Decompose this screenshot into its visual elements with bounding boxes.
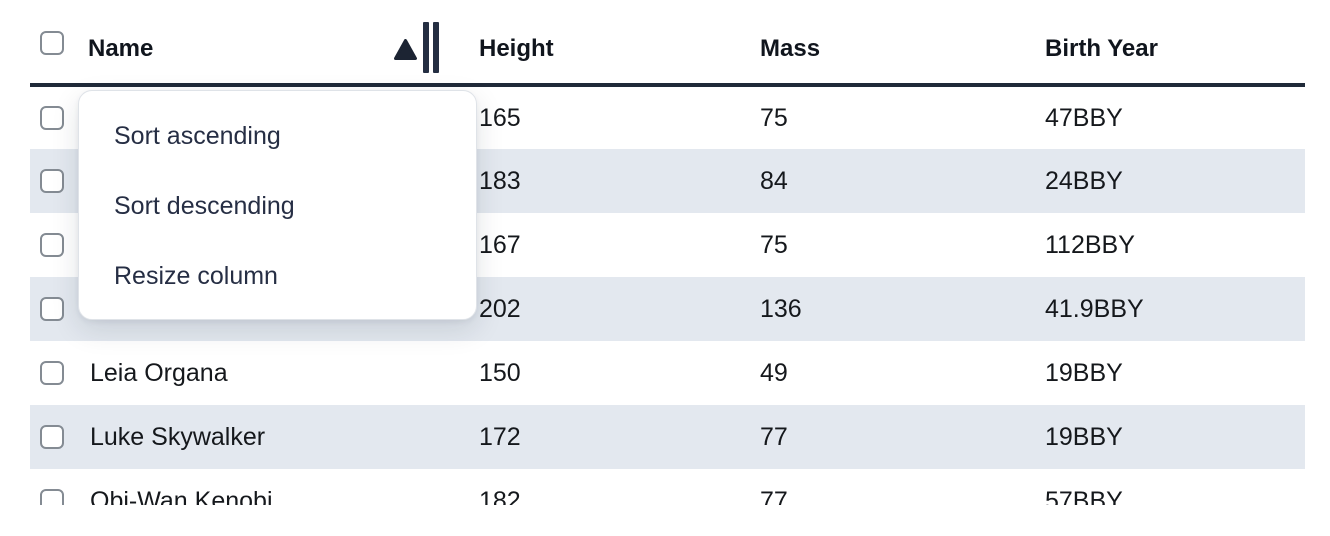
column-header-height[interactable]: Height	[477, 0, 760, 87]
cell-mass: 75	[760, 103, 788, 132]
cell-height: 150	[479, 358, 521, 387]
header-row: Name Height Mass	[30, 0, 1305, 87]
cell-height: 202	[479, 294, 521, 323]
table-row: 167 75 112BBY	[30, 213, 1305, 277]
row-checkbox[interactable]	[40, 425, 64, 449]
column-header-birth-year-label: Birth Year	[1045, 34, 1158, 62]
cell-height: 183	[479, 166, 521, 195]
cell-birth-year: 47BBY	[1045, 103, 1123, 132]
column-header-mass[interactable]: Mass	[760, 0, 1045, 87]
cell-height: 165	[479, 103, 521, 132]
select-all-cell	[30, 0, 88, 87]
cell-birth-year: 57BBY	[1045, 486, 1123, 506]
cell-mass: 75	[760, 230, 788, 259]
row-checkbox[interactable]	[40, 106, 64, 130]
cell-height: 167	[479, 230, 521, 259]
column-header-birth-year[interactable]: Birth Year	[1045, 0, 1305, 87]
select-all-checkbox[interactable]	[40, 30, 64, 55]
menu-item-sort-descending[interactable]: Sort descending	[114, 191, 295, 220]
row-checkbox[interactable]	[40, 489, 64, 505]
column-resize-handle[interactable]	[423, 22, 439, 73]
resize-bar-icon	[423, 22, 429, 73]
column-header-name-label: Name	[88, 34, 154, 62]
cell-height: 172	[479, 422, 521, 451]
table-row: Luke Skywalker 172 77 19BBY	[30, 405, 1305, 469]
cell-name: Leia Organa	[90, 358, 228, 387]
characters-table: Name Height Mass	[30, 0, 1305, 505]
menu-item-sort-ascending[interactable]: Sort ascending	[114, 121, 281, 150]
sort-ascending-icon	[394, 39, 417, 60]
cell-mass: 77	[760, 486, 788, 506]
cell-mass: 136	[760, 294, 802, 323]
cell-birth-year: 19BBY	[1045, 358, 1123, 387]
cell-birth-year: 19BBY	[1045, 422, 1123, 451]
cell-height: 182	[479, 486, 521, 506]
cell-mass: 84	[760, 166, 788, 195]
cell-name: Obi-Wan Kenobi	[90, 486, 273, 506]
cell-mass: 49	[760, 358, 788, 387]
row-checkbox[interactable]	[40, 297, 64, 321]
table-row: Obi-Wan Kenobi 182 77 57BBY	[30, 469, 1305, 505]
row-checkbox[interactable]	[40, 169, 64, 193]
cell-birth-year: 24BBY	[1045, 166, 1123, 195]
cell-birth-year: 41.9BBY	[1045, 294, 1144, 323]
table-row: Leia Organa 150 49 19BBY	[30, 341, 1305, 405]
table-scroll-area: Name Height Mass	[30, 0, 1305, 505]
cell-birth-year: 112BBY	[1045, 230, 1135, 259]
column-header-name[interactable]: Name	[88, 0, 477, 87]
column-header-height-label: Height	[479, 34, 554, 62]
resize-bar-icon	[433, 22, 439, 73]
cell-name: Luke Skywalker	[90, 422, 266, 451]
row-checkbox[interactable]	[40, 233, 64, 257]
column-header-mass-label: Mass	[760, 34, 821, 62]
table-row: 165 75 47BBY	[30, 85, 1305, 149]
column-context-menu: Sort ascending Sort descending Resize co…	[78, 90, 477, 320]
cell-mass: 77	[760, 422, 788, 451]
menu-item-resize-column[interactable]: Resize column	[114, 261, 278, 290]
row-checkbox[interactable]	[40, 361, 64, 385]
